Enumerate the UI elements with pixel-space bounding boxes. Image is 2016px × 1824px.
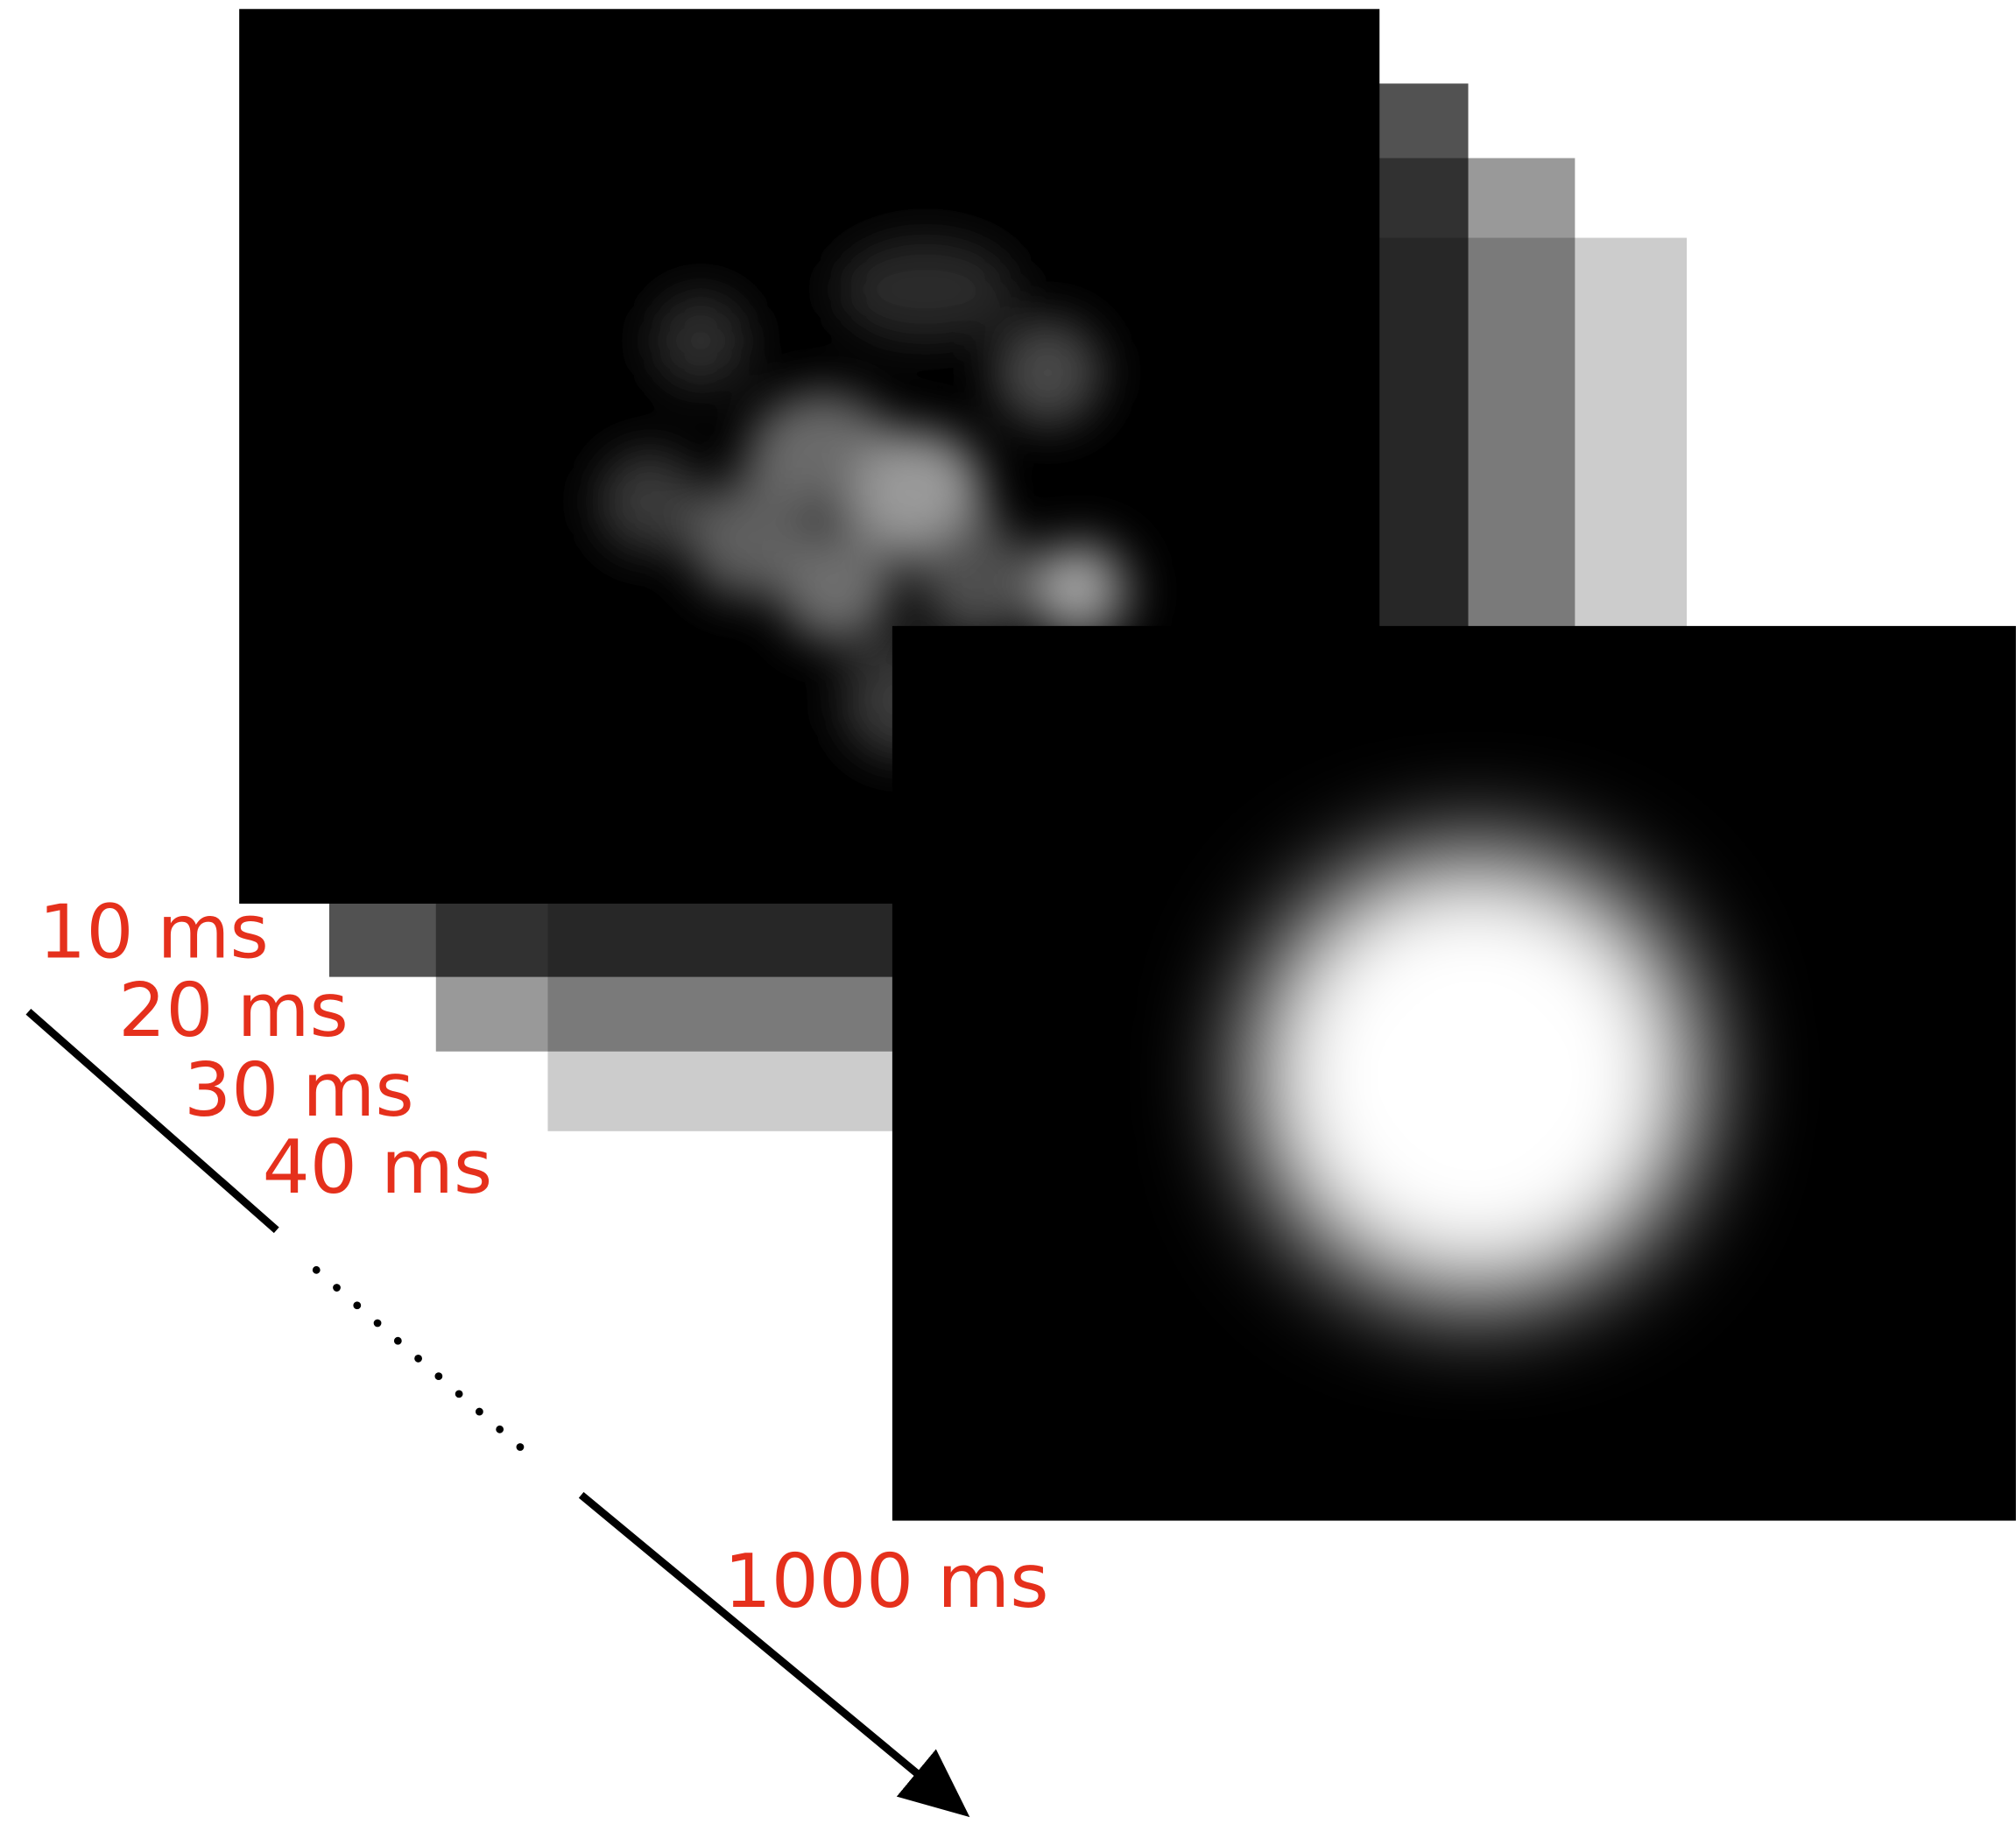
time-ellipsis — [316, 1270, 532, 1457]
page: {"frame_labels": ["10 ms", "20 ms", "30 … — [0, 0, 2016, 1824]
frame-label: 30 ms — [184, 1047, 414, 1134]
frame-label: 40 ms — [263, 1124, 493, 1211]
diagram: 10 ms 20 ms 30 ms 40 ms 1000 ms — [0, 0, 2016, 1824]
bright-spot — [1250, 851, 1700, 1301]
final-label: 1000 ms — [724, 1539, 1049, 1625]
frame-label: 20 ms — [118, 968, 349, 1054]
frame-label: 10 ms — [39, 890, 269, 976]
